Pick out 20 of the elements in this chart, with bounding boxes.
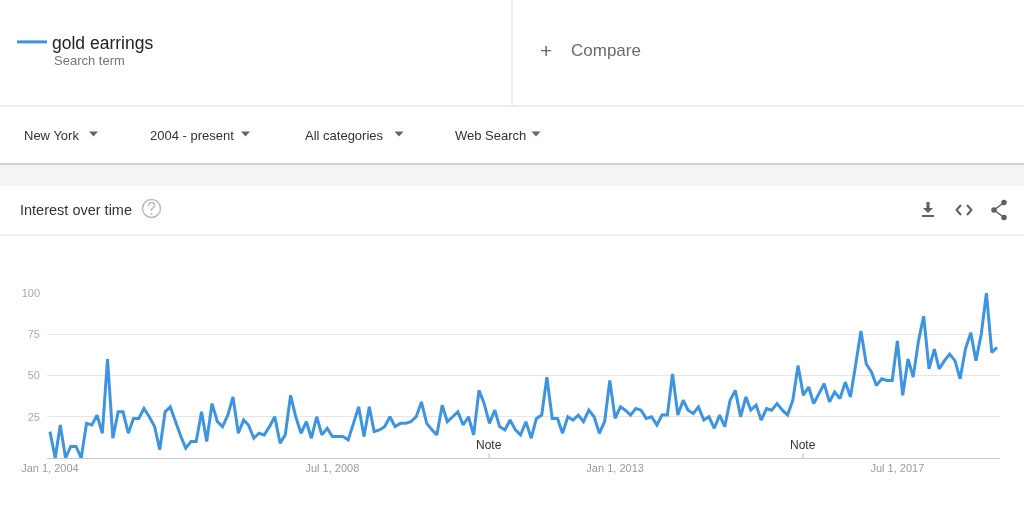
text: 2004 - present [150,128,235,143]
annotation: Note [790,438,816,452]
text: + [540,39,553,62]
x-tick-label: Jul 1, 2017 [870,462,925,475]
text: New York [24,128,80,143]
y-tick-label: 25 [27,410,40,423]
y-tick-label: 75 [27,328,40,341]
x-tick-label: Jan 1, 2013 [586,462,644,475]
text: Search term [54,53,125,68]
line-series [48,293,999,458]
annotation: Note [476,438,502,452]
text: Web Search [455,128,527,143]
y-tick-label: 50 [27,369,40,382]
x-tick-label: Jul 1, 2008 [305,462,360,475]
chart-title: Interest over time [20,202,133,219]
text: All categories [305,128,384,143]
legend-label: gold earrings [52,32,154,53]
x-tick-label: Jan 1, 2004 [21,462,79,475]
y-tick-label: 100 [21,286,40,299]
text: Compare [571,41,641,60]
